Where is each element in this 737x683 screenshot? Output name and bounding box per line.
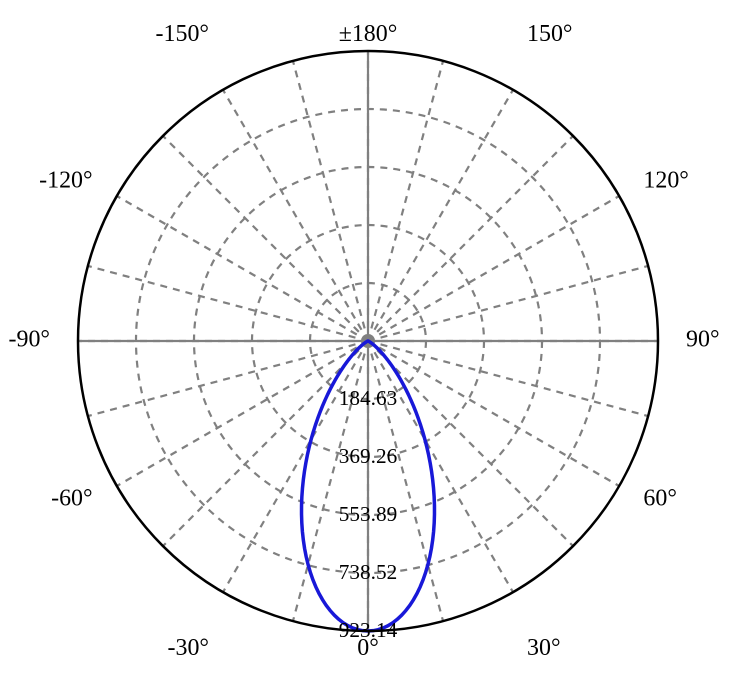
angle-label: 60° <box>643 486 677 512</box>
radial-label: 184.63 <box>339 386 397 410</box>
angle-label: -150° <box>156 21 209 47</box>
radial-label: 553.89 <box>339 502 397 526</box>
angle-label: 0° <box>357 635 379 661</box>
angle-label: -90° <box>9 327 50 353</box>
angle-label: -60° <box>51 486 92 512</box>
radial-label: 738.52 <box>339 560 397 584</box>
angle-label: 30° <box>527 635 561 661</box>
angle-label: -120° <box>39 168 92 194</box>
angle-label: 90° <box>686 327 720 353</box>
angle-label: 150° <box>527 21 572 47</box>
angle-label: -30° <box>168 635 209 661</box>
radial-label: 369.26 <box>339 444 397 468</box>
angle-label: 120° <box>643 168 688 194</box>
polar-chart: 184.63369.26553.89738.52923.140°30°60°90… <box>0 0 737 683</box>
angle-label: ±180° <box>339 21 398 47</box>
